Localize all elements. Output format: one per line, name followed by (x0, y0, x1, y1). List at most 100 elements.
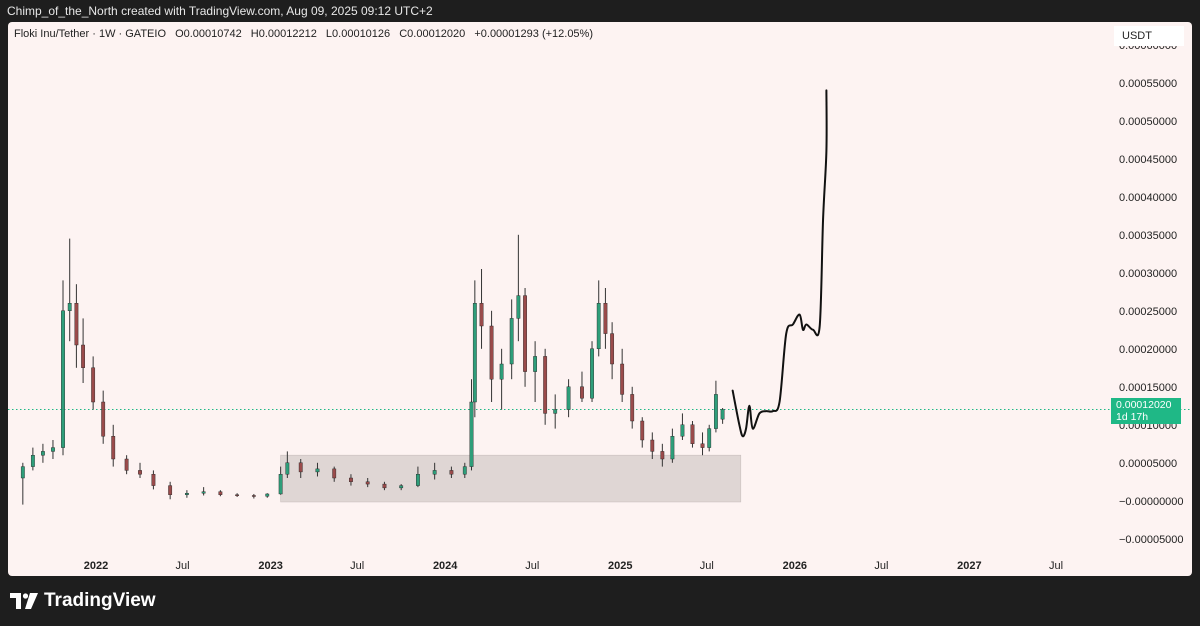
candle (720, 407, 725, 424)
candle (67, 238, 72, 342)
candle-body-up (432, 470, 437, 475)
y-tick-label: 0.00020000 (1119, 344, 1177, 356)
candle (218, 490, 223, 497)
candle (640, 417, 645, 448)
x-tick-label: 2023 (258, 560, 282, 572)
axis-unit-label[interactable]: USDT (1114, 26, 1184, 46)
candle-body-up (265, 493, 270, 497)
candle-body-down (660, 451, 665, 460)
candle (449, 466, 454, 478)
candle (74, 284, 79, 368)
candle-body-down (124, 458, 129, 471)
candle (566, 379, 571, 418)
candle (168, 481, 173, 500)
legend-symbol[interactable]: Floki Inu/Tether · 1W · GATEIO (14, 28, 166, 40)
candle-body-up (469, 401, 474, 467)
candle (700, 432, 705, 456)
candle-body-down (365, 481, 370, 485)
x-tick-label: 2026 (783, 560, 807, 572)
candle (365, 478, 370, 488)
candle (523, 288, 527, 387)
y-tick-label: 0.00035000 (1119, 230, 1177, 242)
candle (499, 348, 504, 410)
x-tick-label: Jul (1049, 560, 1063, 572)
candle-body-up (315, 468, 320, 473)
candle-body-up (462, 466, 467, 475)
candle (111, 424, 116, 467)
candle (278, 466, 283, 495)
last-price-value: 0.00012020 (1116, 399, 1172, 411)
candlestick-chart[interactable]: 0.000600000.000550000.000500000.00045000… (8, 22, 1192, 576)
candle-body-down (523, 295, 527, 372)
candle (61, 280, 65, 456)
candle-body-up (278, 474, 283, 495)
candle (462, 462, 467, 478)
candle (235, 493, 240, 497)
x-tick-label: 2027 (957, 560, 981, 572)
candle-body-down (332, 468, 337, 479)
candle-body-down (620, 363, 625, 395)
accumulation-range-box (280, 454, 742, 503)
candle (315, 462, 320, 477)
candle-body-down (218, 491, 223, 495)
candle (382, 481, 387, 491)
x-tick-label: 2022 (84, 560, 108, 572)
legend-low: L0.00010126 (325, 28, 391, 40)
candle (184, 490, 189, 498)
ohlc-legend: Floki Inu/Tether · 1W · GATEIO O0.000107… (14, 28, 599, 40)
y-tick-label: 0.00030000 (1119, 268, 1177, 280)
candle (469, 379, 474, 471)
candle (630, 386, 635, 429)
candle (151, 470, 156, 490)
candle-body-up (516, 295, 521, 319)
candle (707, 424, 712, 452)
tradingview-brand[interactable]: TradingView (10, 590, 156, 612)
candle (714, 380, 718, 433)
candle (610, 322, 615, 380)
candle-body-up (707, 428, 712, 448)
candle-body-down (235, 494, 240, 496)
y-tick-label: 0.00025000 (1119, 306, 1177, 318)
candle (298, 459, 303, 478)
candle (30, 447, 35, 471)
candle (332, 466, 337, 482)
x-tick-label: Jul (350, 560, 364, 572)
candle-body-up (596, 303, 601, 350)
y-tick-label: 0.00005000 (1119, 458, 1177, 470)
candle-body-down (489, 325, 494, 380)
candle (251, 493, 256, 499)
candle (124, 455, 129, 475)
candle-body-down (168, 485, 173, 495)
candle-body-down (138, 470, 142, 475)
candle-body-down (81, 344, 85, 368)
x-tick-label: Jul (700, 560, 714, 572)
candle (533, 341, 538, 402)
candle (670, 428, 675, 463)
candle-body-up (720, 409, 725, 420)
candle (138, 462, 142, 478)
tradingview-logo-icon (10, 593, 38, 609)
candle (416, 466, 420, 488)
last-price-label: 0.00012020 1d 17h (1111, 398, 1181, 424)
candle (41, 443, 45, 463)
candle (101, 390, 106, 444)
candle-body-down (610, 333, 615, 365)
x-tick-label: Jul (176, 560, 190, 572)
candle-body-up (533, 356, 538, 372)
candle-body-up (680, 424, 685, 437)
candle-body-down (630, 394, 635, 422)
candle-body-up (399, 485, 404, 489)
legend-close: C0.00012020 (399, 28, 466, 40)
candle-body-down (382, 483, 387, 489)
chart-panel[interactable]: 0.000600000.000550000.000500000.00045000… (8, 22, 1192, 576)
x-tick-label: Jul (874, 560, 888, 572)
candle-body-up (41, 451, 45, 456)
candle (590, 341, 594, 402)
candle-body-down (543, 356, 548, 414)
candle-body-up (590, 348, 594, 399)
candle (91, 356, 96, 410)
candle (516, 234, 521, 342)
candle-body-up (30, 455, 35, 467)
candle-body-down (251, 495, 256, 497)
candle (650, 432, 655, 459)
